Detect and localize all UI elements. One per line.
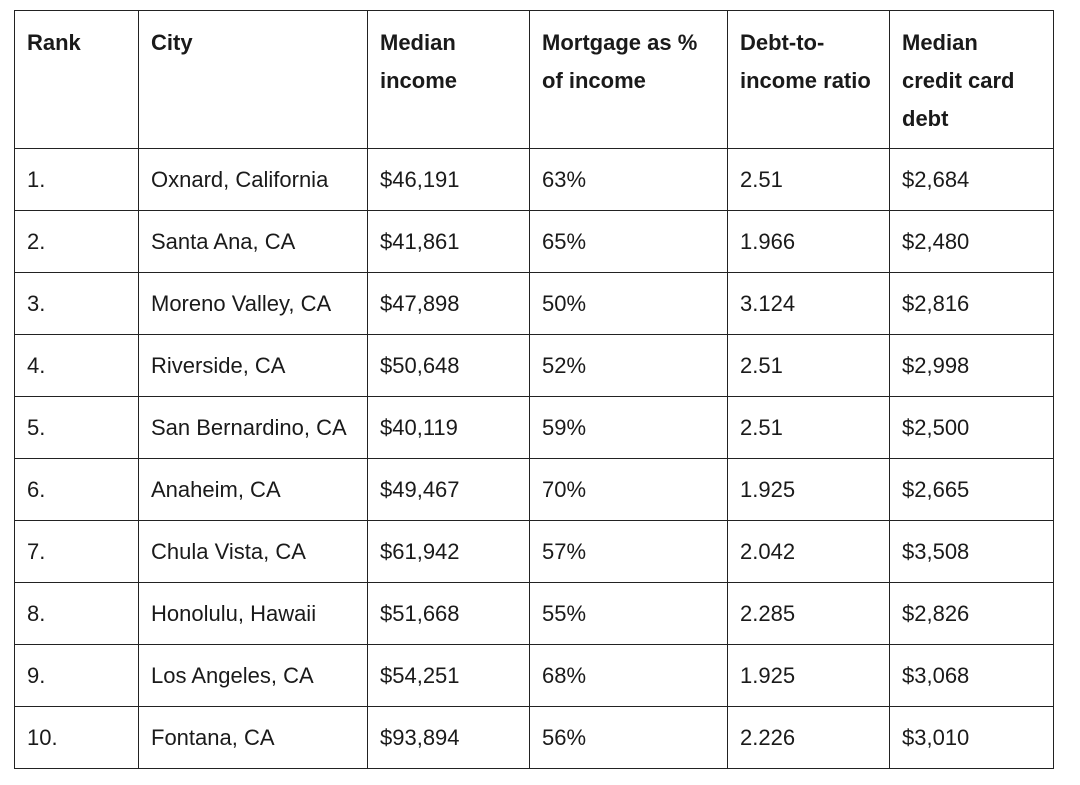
cell-city: San Bernardino, CA bbox=[138, 396, 368, 459]
table-row: 9. Los Angeles, CA $54,251 68% 1.925 $3,… bbox=[14, 644, 1054, 707]
city-debt-table: Rank City Median income Mortgage as % of… bbox=[14, 10, 1054, 769]
cell-debt: $3,068 bbox=[889, 644, 1054, 707]
table-row: 8. Honolulu, Hawaii $51,668 55% 2.285 $2… bbox=[14, 582, 1054, 645]
cell-rank: 5. bbox=[14, 396, 139, 459]
table-row: 7. Chula Vista, CA $61,942 57% 2.042 $3,… bbox=[14, 520, 1054, 583]
cell-debt: $3,010 bbox=[889, 706, 1054, 769]
header-debt-to-income: Debt-to-income ratio bbox=[727, 10, 890, 149]
cell-rank: 2. bbox=[14, 210, 139, 273]
cell-dti: 2.51 bbox=[727, 148, 890, 211]
cell-dti: 3.124 bbox=[727, 272, 890, 335]
table-header: Rank City Median income Mortgage as % of… bbox=[14, 10, 1054, 149]
table-row: 2. Santa Ana, CA $41,861 65% 1.966 $2,48… bbox=[14, 210, 1054, 273]
cell-city: Moreno Valley, CA bbox=[138, 272, 368, 335]
cell-debt: $2,665 bbox=[889, 458, 1054, 521]
cell-dti: 1.925 bbox=[727, 644, 890, 707]
cell-rank: 3. bbox=[14, 272, 139, 335]
cell-rank: 7. bbox=[14, 520, 139, 583]
cell-city: Los Angeles, CA bbox=[138, 644, 368, 707]
table-row: 4. Riverside, CA $50,648 52% 2.51 $2,998 bbox=[14, 334, 1054, 397]
cell-debt: $3,508 bbox=[889, 520, 1054, 583]
cell-debt: $2,816 bbox=[889, 272, 1054, 335]
cell-mortgage: 63% bbox=[529, 148, 728, 211]
cell-mortgage: 52% bbox=[529, 334, 728, 397]
cell-dti: 1.925 bbox=[727, 458, 890, 521]
cell-income: $51,668 bbox=[367, 582, 530, 645]
cell-debt: $2,826 bbox=[889, 582, 1054, 645]
cell-mortgage: 57% bbox=[529, 520, 728, 583]
cell-dti: 1.966 bbox=[727, 210, 890, 273]
cell-income: $47,898 bbox=[367, 272, 530, 335]
cell-mortgage: 68% bbox=[529, 644, 728, 707]
cell-city: Riverside, CA bbox=[138, 334, 368, 397]
cell-rank: 1. bbox=[14, 148, 139, 211]
cell-city: Oxnard, California bbox=[138, 148, 368, 211]
data-table-container: Rank City Median income Mortgage as % of… bbox=[14, 10, 1054, 769]
cell-income: $54,251 bbox=[367, 644, 530, 707]
cell-income: $46,191 bbox=[367, 148, 530, 211]
cell-mortgage: 56% bbox=[529, 706, 728, 769]
cell-income: $61,942 bbox=[367, 520, 530, 583]
cell-mortgage: 70% bbox=[529, 458, 728, 521]
cell-city: Santa Ana, CA bbox=[138, 210, 368, 273]
cell-city: Anaheim, CA bbox=[138, 458, 368, 521]
header-mortgage-percent: Mortgage as % of income bbox=[529, 10, 728, 149]
table-body: 1. Oxnard, California $46,191 63% 2.51 $… bbox=[14, 148, 1054, 769]
cell-income: $40,119 bbox=[367, 396, 530, 459]
table-row: 6. Anaheim, CA $49,467 70% 1.925 $2,665 bbox=[14, 458, 1054, 521]
cell-rank: 10. bbox=[14, 706, 139, 769]
cell-mortgage: 59% bbox=[529, 396, 728, 459]
cell-debt: $2,684 bbox=[889, 148, 1054, 211]
cell-city: Honolulu, Hawaii bbox=[138, 582, 368, 645]
header-row: Rank City Median income Mortgage as % of… bbox=[14, 10, 1054, 149]
cell-income: $50,648 bbox=[367, 334, 530, 397]
table-row: 5. San Bernardino, CA $40,119 59% 2.51 $… bbox=[14, 396, 1054, 459]
cell-rank: 8. bbox=[14, 582, 139, 645]
cell-debt: $2,480 bbox=[889, 210, 1054, 273]
cell-mortgage: 65% bbox=[529, 210, 728, 273]
table-row: 1. Oxnard, California $46,191 63% 2.51 $… bbox=[14, 148, 1054, 211]
cell-rank: 6. bbox=[14, 458, 139, 521]
cell-rank: 4. bbox=[14, 334, 139, 397]
header-credit-card-debt: Median credit card debt bbox=[889, 10, 1054, 149]
cell-mortgage: 50% bbox=[529, 272, 728, 335]
cell-city: Fontana, CA bbox=[138, 706, 368, 769]
cell-dti: 2.226 bbox=[727, 706, 890, 769]
header-city: City bbox=[138, 10, 368, 149]
cell-debt: $2,998 bbox=[889, 334, 1054, 397]
header-rank: Rank bbox=[14, 10, 139, 149]
cell-dti: 2.51 bbox=[727, 334, 890, 397]
cell-dti: 2.51 bbox=[727, 396, 890, 459]
cell-rank: 9. bbox=[14, 644, 139, 707]
header-median-income: Median income bbox=[367, 10, 530, 149]
table-row: 10. Fontana, CA $93,894 56% 2.226 $3,010 bbox=[14, 706, 1054, 769]
cell-debt: $2,500 bbox=[889, 396, 1054, 459]
cell-income: $49,467 bbox=[367, 458, 530, 521]
cell-income: $41,861 bbox=[367, 210, 530, 273]
table-row: 3. Moreno Valley, CA $47,898 50% 3.124 $… bbox=[14, 272, 1054, 335]
cell-dti: 2.285 bbox=[727, 582, 890, 645]
cell-dti: 2.042 bbox=[727, 520, 890, 583]
cell-city: Chula Vista, CA bbox=[138, 520, 368, 583]
cell-mortgage: 55% bbox=[529, 582, 728, 645]
cell-income: $93,894 bbox=[367, 706, 530, 769]
